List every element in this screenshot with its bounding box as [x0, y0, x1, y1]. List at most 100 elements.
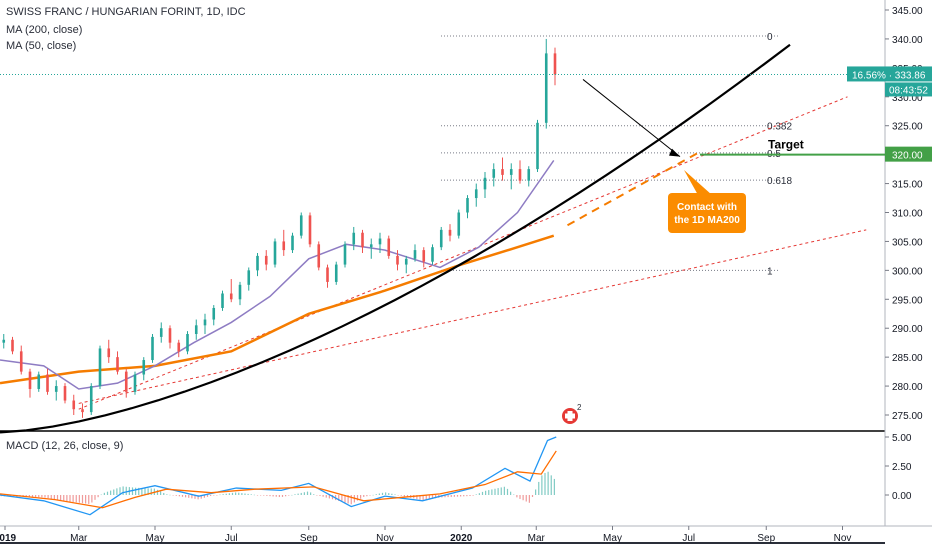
price-tick-label: 315.00: [892, 180, 923, 191]
candle-body: [282, 241, 286, 251]
event-flag-cross-h: [565, 413, 575, 419]
macd-histogram-bar: [472, 495, 474, 496]
macd-histogram-bar: [97, 495, 99, 498]
macd-histogram-bar: [138, 487, 140, 495]
macd-histogram-bar: [91, 495, 93, 503]
axes: 345.00340.00335.00330.00325.00320.00315.…: [0, 6, 932, 544]
macd-histogram-bar: [347, 495, 349, 504]
macd-histogram-bar: [397, 495, 399, 496]
candle-body: [54, 386, 58, 392]
price-tick-label: 305.00: [892, 237, 923, 248]
macd-histogram-bar: [38, 495, 40, 498]
time-tick-label: Sep: [757, 533, 775, 544]
price-tick-label: 285.00: [892, 353, 923, 364]
candle-body: [326, 267, 329, 282]
candle-body: [63, 386, 67, 401]
macd-histogram-bar: [453, 495, 455, 497]
last-price-badge-bg: [847, 66, 932, 82]
macd-histogram-bar: [81, 495, 84, 504]
ma50-legend[interactable]: MA (50, close): [6, 40, 77, 52]
candle-body: [536, 122, 539, 170]
macd-histogram-bar: [463, 495, 465, 497]
macd-histogram-bar: [385, 492, 387, 495]
macd-histogram-bar: [369, 495, 371, 496]
macd-histogram-bar: [235, 492, 237, 495]
trend-channel-lower: [78, 229, 867, 404]
candle-body: [431, 247, 434, 262]
macd-histogram-bar: [344, 495, 346, 503]
macd-histogram-bar: [435, 495, 437, 499]
candle-body: [264, 255, 268, 265]
macd-histogram-bar: [166, 494, 168, 495]
candle-body: [439, 229, 443, 248]
macd-histogram-bar: [544, 472, 546, 495]
macd-histogram-bar: [285, 495, 287, 497]
time-tick-label: Jul: [682, 533, 695, 544]
candle-body: [186, 334, 189, 352]
chart-title[interactable]: SWISS FRANC / HUNGARIAN FORINT, 1D, IDC: [6, 6, 246, 18]
macd-histogram-bar: [241, 493, 243, 495]
macd-histogram-bar: [366, 495, 368, 497]
time-tick-label: Mar: [70, 533, 88, 544]
macd-histogram-bar: [531, 495, 534, 498]
candle-body: [212, 307, 216, 320]
candle-body: [229, 293, 233, 300]
macd-histogram-bar: [297, 493, 299, 495]
macd-histogram-bar: [213, 495, 215, 496]
macd-histogram-bar: [356, 495, 359, 501]
macd-histogram-bar: [488, 490, 490, 495]
candle-body: [308, 215, 312, 245]
time-tick-label: Nov: [376, 533, 394, 544]
candle-body: [124, 371, 128, 392]
candle-body: [457, 212, 461, 236]
macd-histogram-bar: [494, 488, 496, 495]
macd-histogram-bar: [244, 493, 246, 495]
macd-histogram-bar: [210, 495, 212, 496]
candle-body: [238, 284, 242, 300]
macd-legend[interactable]: MACD (12, 26, close, 9): [6, 440, 124, 452]
fib-level-label: 1: [767, 266, 773, 277]
macd-histogram-bar: [406, 495, 409, 498]
ma200-legend[interactable]: MA (200, close): [6, 24, 83, 36]
macd-histogram-bar: [197, 495, 199, 500]
target-label: Target: [768, 138, 804, 152]
candle-body: [361, 232, 364, 248]
macd-histogram-bar: [300, 492, 302, 495]
macd-histogram-bar: [491, 489, 493, 495]
macd-histogram-bar: [103, 492, 105, 495]
candle-body: [247, 270, 251, 285]
macd-histogram-bar: [375, 494, 377, 495]
candle-body: [19, 351, 23, 372]
price-tick-label: 275.00: [892, 411, 923, 422]
callout-line-2: the 1D MA200: [674, 215, 740, 226]
macd-histogram-bar: [278, 495, 280, 498]
price-tick-label: 295.00: [892, 295, 923, 306]
macd-histogram-bar: [460, 495, 462, 497]
candle-body: [159, 328, 163, 337]
event-count: 2: [577, 403, 582, 412]
macd-histogram-bar: [94, 495, 96, 500]
macd-histogram-bar: [172, 495, 174, 496]
time-tick-label: May: [146, 533, 165, 544]
macd-pane[interactable]: [0, 436, 557, 516]
macd-histogram-bar: [456, 495, 459, 497]
last-price-badge: 16.56% · 333.86: [852, 70, 926, 81]
macd-histogram-bar: [528, 495, 530, 503]
macd-histogram-bar: [78, 495, 80, 503]
target-arrow: [582, 79, 681, 158]
macd-histogram-bar: [381, 492, 384, 495]
macd-histogram-bar: [431, 495, 434, 499]
macd-histogram-bar: [169, 494, 171, 496]
macd-histogram-bar: [444, 495, 446, 498]
macd-histogram-bar: [194, 495, 196, 499]
candle-body: [553, 53, 557, 75]
candle-body: [317, 244, 321, 268]
macd-histogram-bar: [281, 495, 284, 497]
candle-body: [291, 235, 294, 251]
price-tick-label: 325.00: [892, 122, 923, 133]
macd-histogram-bar: [503, 486, 505, 495]
candle-body: [334, 264, 338, 282]
macd-histogram-bar: [191, 495, 193, 499]
